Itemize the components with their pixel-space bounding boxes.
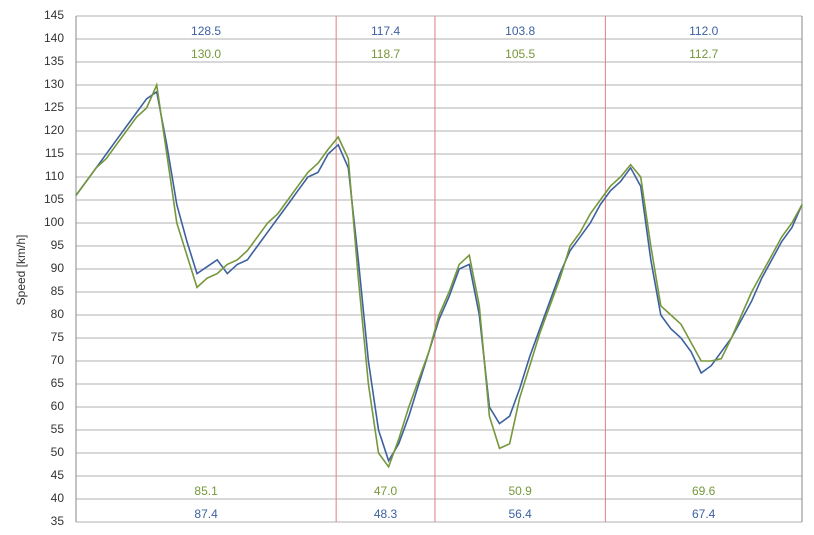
max-labels: 118.7 xyxy=(371,47,400,61)
y-tick-label: 110 xyxy=(45,169,64,183)
y-tick-label: 70 xyxy=(51,353,65,367)
y-tick-label: 105 xyxy=(44,192,64,206)
y-tick-label: 120 xyxy=(44,123,64,137)
y-tick-label: 90 xyxy=(51,261,65,275)
y-tick-label: 135 xyxy=(44,54,64,68)
min-labels: 69.6 xyxy=(692,484,716,498)
min-labels: 50.9 xyxy=(508,484,532,498)
min-labels: 67.4 xyxy=(692,507,716,521)
y-tick-label: 145 xyxy=(44,8,64,22)
y-tick-label: 65 xyxy=(51,376,65,390)
y-tick-label: 115 xyxy=(45,146,64,160)
min-labels: 56.4 xyxy=(508,507,532,521)
y-tick-label: 140 xyxy=(44,31,64,45)
min-labels: 87.4 xyxy=(194,507,218,521)
max-labels: 112.0 xyxy=(689,24,718,38)
max-labels: 130.0 xyxy=(191,47,221,61)
max-labels: 105.5 xyxy=(505,47,535,61)
max-labels: 112.7 xyxy=(689,47,718,61)
y-tick-label: 80 xyxy=(51,307,65,321)
max-labels: 103.8 xyxy=(505,24,535,38)
y-tick-label: 50 xyxy=(51,445,65,459)
y-tick-label: 130 xyxy=(44,77,64,91)
speed-line xyxy=(75,82,803,469)
y-tick-label: 125 xyxy=(44,100,64,114)
y-tick-label: 45 xyxy=(51,468,65,482)
speed-line xyxy=(75,90,803,463)
min-labels: 48.3 xyxy=(374,507,398,521)
min-labels: 85.1 xyxy=(194,484,218,498)
y-tick-label: 60 xyxy=(51,399,65,413)
min-labels: 47.0 xyxy=(374,484,398,498)
y-tick-label: 55 xyxy=(51,422,65,436)
y-tick-label: 75 xyxy=(51,330,65,344)
max-labels: 117.4 xyxy=(371,24,400,38)
y-tick-label: 95 xyxy=(51,238,65,252)
y-tick-label: 85 xyxy=(51,284,65,298)
y-tick-label: 40 xyxy=(51,491,65,505)
max-labels: 128.5 xyxy=(191,24,221,38)
y-tick-label: 35 xyxy=(51,514,65,528)
y-axis-label: Speed [km/h] xyxy=(14,235,28,306)
y-tick-label: 100 xyxy=(44,215,64,229)
